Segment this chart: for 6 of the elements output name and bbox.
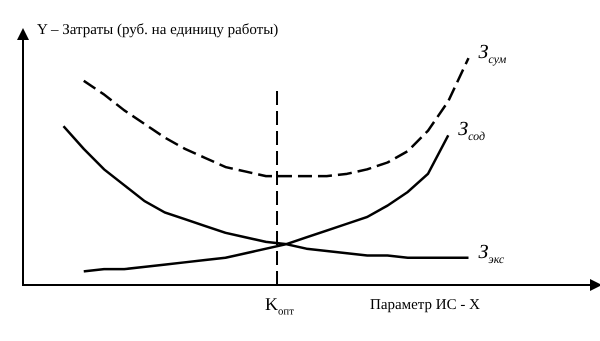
series-label: З$_{сод}$ (458, 118, 486, 144)
series-label: З$_{экс}$ (478, 240, 504, 267)
series-label: З$_{сум}$ (478, 41, 506, 68)
x-axis-title: Параметр ИС - X (370, 296, 480, 314)
y-axis-title: Y – Затраты (руб. на единицу работы) (37, 22, 278, 38)
text: K$_{опт}$ (265, 294, 294, 318)
